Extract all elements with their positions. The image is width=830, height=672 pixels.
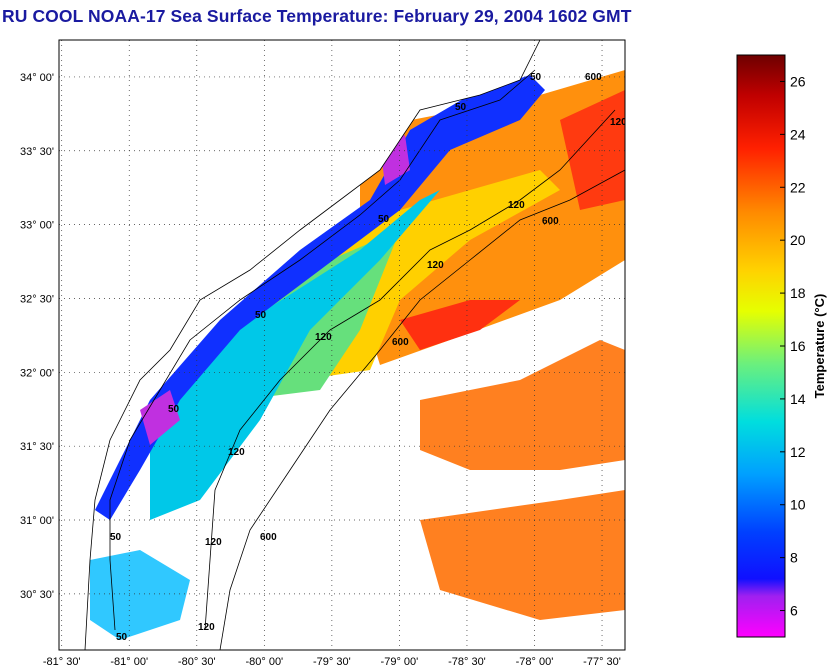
sst-south-cyan [90,550,190,640]
lat-tick-label: 32° 00' [20,367,54,379]
contour-label: 600 [542,216,559,227]
lat-tick-label: 32° 30' [20,293,54,305]
contour-label: 120 [198,622,215,633]
sst-offshore-red [400,300,520,350]
contour-label: 50 [116,632,128,643]
contour-label: 120 [205,537,222,548]
sst-cyan-band [150,190,440,520]
lon-tick-label: -78° 00' [516,656,554,668]
contour-label: 50 [110,532,122,543]
colorbar-tick-label: 22 [790,179,806,195]
sst-hot-band [560,90,625,210]
contour-label: 50 [378,214,390,225]
lat-tick-label: 31° 30' [20,441,54,453]
colorbar-tick-label: 8 [790,550,798,566]
colorbar-tick-label: 6 [790,603,798,619]
land-mass [59,40,540,650]
coastline [84,40,541,650]
colorbar-title: Temperature (°C) [812,294,827,399]
lon-tick-label: -81° 30' [43,656,81,668]
contour-label: 120 [315,332,332,343]
contour-label: 50 [168,404,180,415]
lat-tick-label: 33° 00' [20,220,54,232]
lon-tick-label: -80° 30' [178,656,216,668]
lon-tick-label: -81° 00' [110,656,148,668]
isobath-600 [219,169,625,650]
map-title: RU COOL NOAA-17 Sea Surface Temperature:… [2,6,632,26]
colorbar-ticks: 6 8 10 12 14 16 18 20 22 24 26 [780,73,806,619]
lat-tick-label: 30° 30' [20,589,54,601]
colorbar-tick-label: 14 [790,391,806,407]
colorbar-tick-label: 26 [790,73,806,89]
map-ticks: 34° 00' 33° 30' 33° 00' 32° 30' 32° 00' 31° 3… [20,72,621,668]
contour-label: 120 [427,260,444,271]
colorbar-tick-label: 24 [790,126,806,142]
lon-tick-label: -78° 30' [448,656,486,668]
sst-offshore-orange-1 [420,340,625,470]
contour-label: 600 [392,337,409,348]
contour-label: 120 [508,200,525,211]
lat-tick-label: 33° 30' [20,146,54,158]
sst-yellow-band [300,170,560,380]
isobath-120 [204,109,616,631]
lon-tick-label: -80° 00' [245,656,283,668]
colorbar [736,54,786,638]
sst-offshore-orange-2 [420,490,625,620]
sst-field: 50 50 50 50 50 50 50 120 120 120 120 120… [59,40,627,650]
colorbar-tick-label: 12 [790,444,806,460]
contour-label: 120 [228,447,245,458]
lat-tick-label: 34° 00' [20,72,54,84]
lat-tick-label: 31° 00' [20,515,54,527]
isobath-50 [109,69,536,631]
colorbar-tick-label: 16 [790,338,806,354]
colorbar-tick-label: 18 [790,285,806,301]
lon-tick-label: -79° 30' [313,656,351,668]
colorbar-tick-label: 20 [790,232,806,248]
map-frame [58,39,626,651]
map-grid [59,40,625,650]
contour-label: 50 [455,102,467,113]
contour-label: 50 [255,310,267,321]
lon-tick-label: -79° 00' [381,656,419,668]
sst-blue-band [95,75,545,520]
contour-label: 50 [530,72,542,83]
sst-magenta-patch-1 [140,390,180,445]
lon-tick-label: -77° 30' [583,656,621,668]
colorbar-tick-label: 10 [790,497,806,513]
contour-label: 120 [610,117,627,128]
contour-label: 600 [260,532,277,543]
contour-label: 600 [585,72,602,83]
